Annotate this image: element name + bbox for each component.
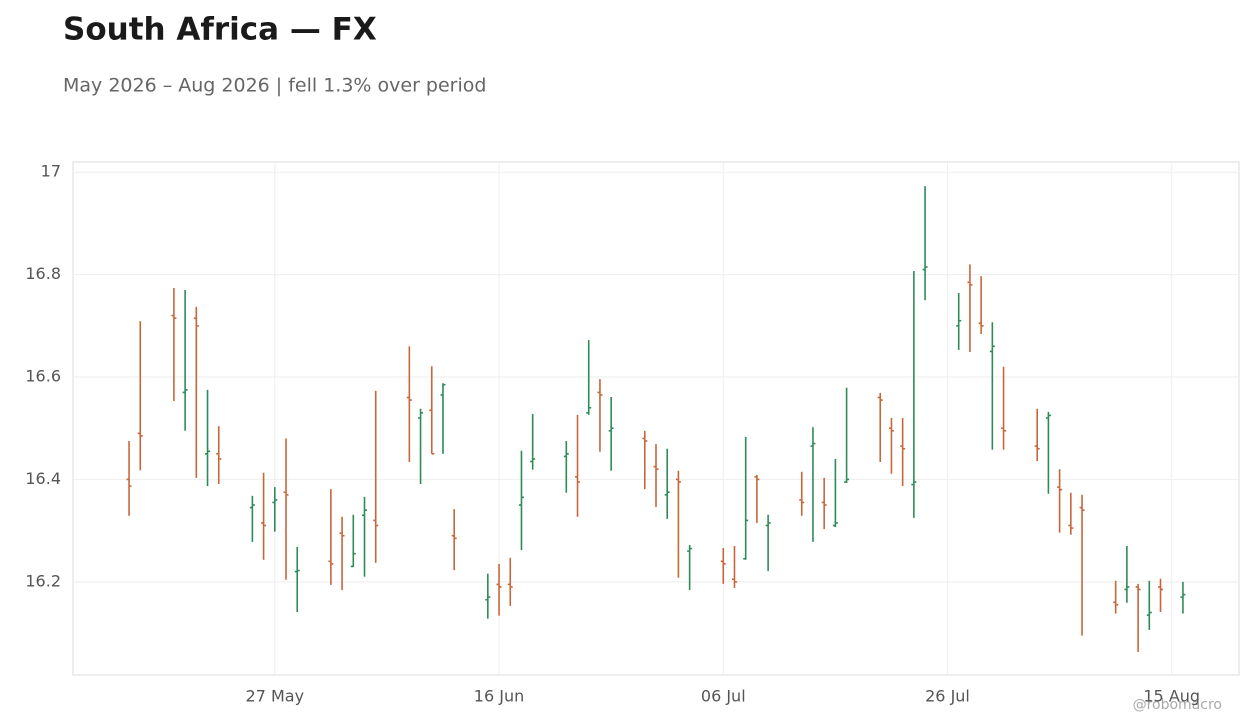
chart-title: South Africa — FX — [63, 12, 377, 48]
plot-frame — [72, 161, 1240, 676]
y-tick-label: 16.6 — [25, 367, 61, 386]
x-tick-label: 27 May — [246, 687, 305, 706]
x-tick-label: 06 Jul — [701, 687, 746, 706]
y-tick-label: 16.2 — [25, 571, 61, 590]
y-tick-label: 17 — [41, 162, 61, 181]
x-tick-label: 16 Jun — [474, 687, 524, 706]
x-tick-label: 15 Aug — [1143, 687, 1200, 706]
chart-subtitle: May 2026 – Aug 2026 | fell 1.3% over per… — [63, 75, 486, 97]
watermark: @robomacro — [1133, 697, 1222, 713]
x-tick-label: 26 Jul — [925, 687, 970, 706]
y-tick-label: 16.8 — [25, 264, 61, 283]
y-tick-label: 16.4 — [25, 469, 61, 488]
